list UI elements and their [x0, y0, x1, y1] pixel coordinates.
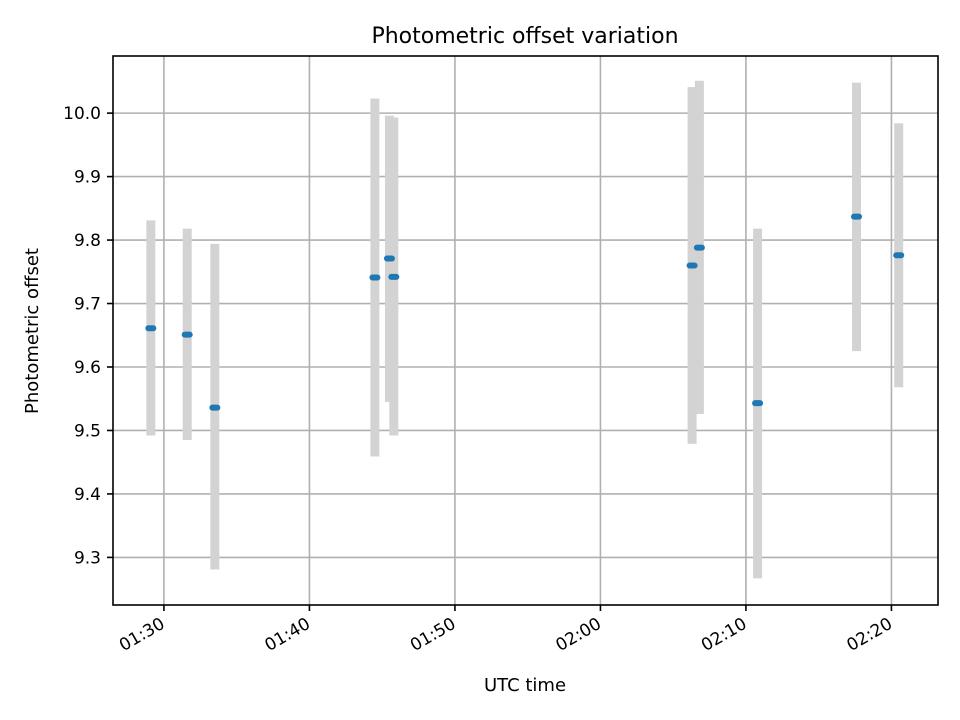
- y-tick-label: 9.3: [74, 548, 101, 568]
- data-point: [388, 273, 400, 280]
- y-tick-label: 9.4: [74, 485, 101, 505]
- data-points: [145, 213, 905, 411]
- y-tick-label: 9.6: [74, 358, 101, 378]
- data-point: [383, 255, 395, 262]
- y-tick-label: 9.7: [74, 295, 101, 315]
- y-tick-label: 9.9: [74, 168, 101, 188]
- x-axis-label: UTC time: [484, 675, 566, 696]
- y-tick-label: 10.0: [63, 104, 101, 124]
- data-point: [686, 262, 698, 269]
- data-point: [369, 274, 381, 281]
- plot-frame: [112, 55, 939, 606]
- y-axis-label: Photometric offset: [22, 248, 43, 414]
- data-point: [893, 252, 905, 259]
- data-point: [693, 244, 705, 251]
- data-point: [145, 325, 157, 332]
- chart-title: Photometric offset variation: [371, 24, 678, 49]
- grid-lines: [113, 56, 938, 605]
- data-point: [181, 331, 193, 338]
- y-tick-label: 9.8: [74, 231, 101, 251]
- y-tick-label: 9.5: [74, 421, 101, 441]
- data-point: [752, 400, 764, 407]
- data-point: [851, 213, 863, 220]
- data-point: [209, 404, 221, 411]
